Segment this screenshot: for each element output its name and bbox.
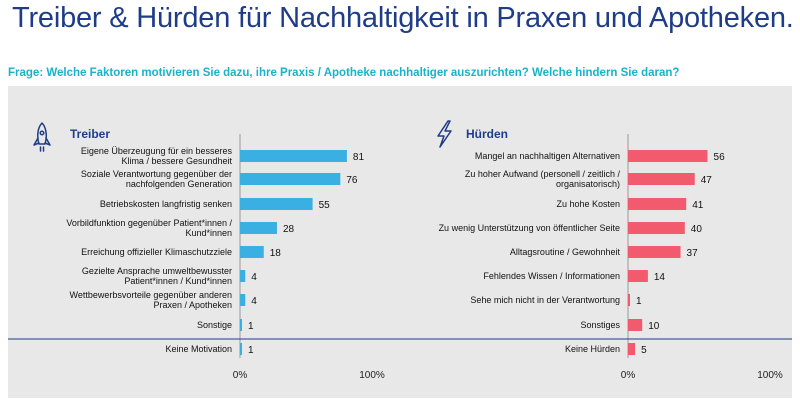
treiber-category-label: Kund*innen (185, 228, 232, 238)
treiber-category-label: Betriebskosten langfristig senken (100, 199, 232, 209)
huerden-bar (628, 294, 630, 306)
treiber-bar (240, 246, 264, 258)
treiber-tick-label: 0% (233, 370, 248, 381)
treiber-value-label: 4 (251, 296, 257, 307)
huerden-value-label: 47 (701, 175, 713, 186)
huerden-title: Hürden (466, 127, 508, 141)
huerden-value-label: 1 (636, 296, 642, 307)
huerden-value-label: 10 (648, 321, 660, 332)
huerden-bar (628, 343, 636, 355)
huerden-bar (628, 150, 708, 162)
huerden-bar (628, 246, 681, 258)
huerden-bar (628, 222, 685, 234)
huerden-bar (628, 319, 643, 331)
treiber-value-label: 76 (346, 175, 358, 186)
chart-svg: Treiber 81 Eigene Überzeugung für ein bess… (8, 120, 792, 381)
treiber-category-label: Klima / bessere Gesundheit (121, 156, 232, 166)
treiber-chart: Treiber 81 Eigene Überzeugung für ein bess… (66, 127, 385, 381)
huerden-value-label: 56 (714, 152, 726, 163)
huerden-bar (628, 198, 687, 210)
lightning-icon (437, 120, 452, 148)
survey-question: Frage: Welche Faktoren motivieren Sie da… (8, 67, 680, 79)
huerden-category-label: organisatorisch) (556, 179, 620, 189)
treiber-category-label: Patient*innen / Kund*innen (124, 276, 232, 286)
treiber-title: Treiber (70, 127, 110, 141)
huerden-value-label: 5 (641, 345, 647, 356)
treiber-value-label: 55 (319, 200, 331, 211)
treiber-value-label: 1 (248, 345, 254, 356)
page-title: Treiber & Hürden für Nachhaltigkeit in P… (12, 2, 794, 34)
treiber-bar (240, 150, 347, 162)
treiber-bar (240, 294, 246, 306)
huerden-category-label: Zu hohe Kosten (556, 199, 620, 209)
treiber-category-label: nachfolgenden Generation (126, 179, 232, 189)
huerden-value-label: 41 (692, 200, 704, 211)
treiber-value-label: 18 (270, 248, 282, 259)
huerden-value-label: 37 (687, 248, 699, 259)
treiber-bar (240, 319, 242, 331)
chart-panel: Treiber 81 Eigene Überzeugung für ein bess… (8, 86, 792, 398)
huerden-category-label: Mangel an nachhaltigen Alternativen (475, 151, 620, 161)
treiber-value-label: 81 (353, 152, 365, 163)
treiber-value-label: 28 (283, 224, 295, 235)
treiber-category-label: Soziale Verantwortung gegenüber der (81, 169, 232, 179)
treiber-value-label: 4 (251, 272, 257, 283)
treiber-category-label: Sonstige (197, 320, 232, 330)
huerden-category-label: Alltagsroutine / Gewohnheit (510, 247, 621, 257)
treiber-category-label: Wettbewerbsvorteile gegenüber anderen (70, 290, 232, 300)
huerden-value-label: 40 (691, 224, 703, 235)
huerden-category-label: Sehe mich nicht in der Verantwortung (470, 295, 620, 305)
huerden-category-label: Fehlendes Wissen / Informationen (483, 271, 620, 281)
treiber-tick-label: 100% (359, 370, 385, 381)
huerden-tick-label: 100% (757, 370, 783, 381)
treiber-category-label: Gezielte Ansprache umweltbewusster (82, 266, 232, 276)
treiber-value-label: 1 (248, 321, 254, 332)
treiber-bar (240, 343, 242, 355)
treiber-category-label: Vorbildfunktion gegenüber Patient*innen … (66, 218, 232, 228)
treiber-bar (240, 222, 277, 234)
treiber-category-label: Erreichung offizieller Klimaschutzziele (81, 247, 232, 257)
treiber-bar (240, 173, 341, 185)
treiber-bar (240, 198, 313, 210)
huerden-category-label: Sonstiges (580, 320, 620, 330)
treiber-category-label: Keine Motivation (165, 344, 232, 354)
huerden-bar (628, 270, 648, 282)
treiber-bar (240, 270, 246, 282)
huerden-category-label: Keine Hürden (565, 344, 620, 354)
huerden-bar (628, 173, 695, 185)
treiber-category-label: Eigene Überzeugung für ein besseres (81, 146, 233, 156)
huerden-chart: Hürden 56 Mangel an nachhaltigen Alternati… (439, 127, 783, 381)
huerden-tick-label: 0% (621, 370, 636, 381)
treiber-category-label: Praxen / Apotheken (153, 300, 232, 310)
huerden-value-label: 14 (654, 272, 666, 283)
huerden-category-label: Zu hoher Aufwand (personell / zeitlich / (465, 169, 621, 179)
rocket-icon (33, 122, 51, 152)
huerden-category-label: Zu wenig Unterstützung von öffentlicher … (439, 223, 620, 233)
